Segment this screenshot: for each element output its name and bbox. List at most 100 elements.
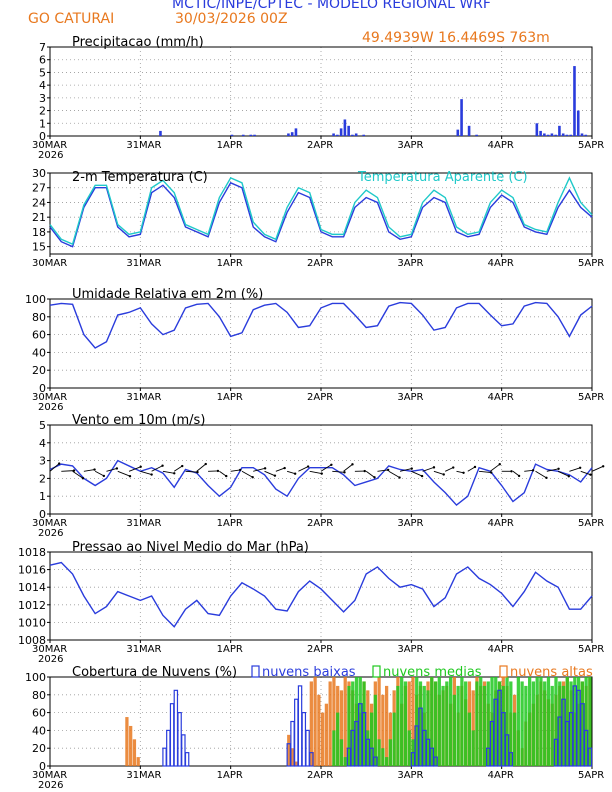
wind-arrow-head — [150, 473, 153, 476]
y-tick-label: 80 — [32, 311, 46, 324]
precip-bar — [294, 128, 298, 136]
cloud-bar-mid — [448, 677, 453, 766]
wind-arrow-head — [386, 468, 390, 472]
y-tick-label: 2 — [39, 472, 46, 485]
x-tick-label: 3APR — [397, 770, 423, 781]
y-tick-label: 7 — [39, 41, 46, 54]
y-tick-label: 20 — [32, 742, 46, 755]
wind-arrow-head — [238, 468, 242, 472]
x-tick-year: 2026 — [38, 528, 63, 539]
wind-arrow — [241, 470, 253, 478]
cloud-bar-low — [433, 756, 438, 767]
cloud-bar-mid — [524, 685, 528, 766]
x-tick-label: 30MAR — [32, 644, 67, 655]
wind-arrow-head — [343, 471, 346, 474]
wind-arrow-head — [330, 463, 333, 466]
precip-bar — [159, 130, 162, 136]
wind-arrow — [365, 470, 375, 478]
cloud-bar-low — [587, 747, 593, 767]
y-tick-label: 1008 — [18, 634, 46, 647]
y-tick-label: 18 — [32, 226, 46, 239]
x-tick-year: 2026 — [38, 402, 63, 413]
wind-arrow — [479, 470, 492, 474]
wind-arrow — [196, 463, 207, 472]
y-tick-label: 60 — [32, 329, 46, 342]
wind-arrow-head — [531, 469, 535, 472]
cloud-bar-mid — [362, 681, 366, 766]
cloud-bar-mid — [479, 677, 483, 766]
cloud-bar-mid — [501, 685, 505, 766]
cloud-bar-mid — [456, 685, 460, 766]
wind-arrow — [264, 470, 276, 477]
cloud-bar-mid — [407, 730, 411, 766]
cloud-bar-mid — [332, 730, 336, 766]
panel-clouds — [47, 665, 593, 769]
x-tick-year: 2026 — [38, 654, 63, 665]
wind-arrow-head — [473, 465, 477, 469]
x-tick-label: 5APR — [578, 140, 604, 151]
x-tick-label: 2APR — [307, 392, 333, 403]
x-tick-label: 31MAR — [126, 258, 161, 269]
wind-arrow — [320, 464, 332, 472]
legend-label-0: nuvens baixas — [262, 665, 356, 680]
wind-arrow — [106, 468, 118, 472]
x-tick-label: 30MAR — [32, 258, 67, 269]
x-tick-label: 5APR — [578, 258, 604, 269]
wind-arrow — [140, 470, 152, 475]
wind-arrow-head — [161, 464, 164, 467]
wind-arrow — [512, 470, 520, 477]
cloud-bar-mid — [482, 685, 487, 766]
cloud-bar-mid — [339, 739, 344, 766]
wind-arrow — [569, 467, 581, 472]
x-tick-label: 1APR — [217, 518, 243, 529]
panel-title-clouds: Cobertura de Nuvens (%) — [72, 665, 237, 680]
y-tick-label: 40 — [32, 724, 46, 737]
x-tick-label: 30MAR — [32, 392, 67, 403]
y-tick-label: 60 — [32, 707, 46, 720]
wind-arrow-head — [462, 471, 465, 474]
wind-arrow-head — [490, 471, 493, 474]
cloud-bar-low — [309, 752, 314, 767]
cloud-bar-mid — [392, 712, 396, 766]
cloud-bar-high — [343, 677, 347, 766]
series-line-blue — [49, 561, 593, 628]
cloud-bar-mid — [543, 681, 547, 766]
wind-arrow — [343, 463, 353, 472]
wind-arrow-head — [115, 467, 119, 470]
cloud-bar-low — [504, 734, 510, 767]
wind-arrow-head — [139, 465, 142, 469]
cloud-bar-mid — [445, 681, 449, 766]
wind-arrow — [557, 470, 569, 477]
y-tick-label: 20 — [32, 364, 46, 377]
x-tick-label: 5APR — [578, 392, 604, 403]
cloud-bar-low — [173, 689, 179, 767]
x-tick-label: 4APR — [488, 392, 514, 403]
y-tick-label: 1010 — [18, 616, 46, 629]
cloud-bar-mid — [396, 685, 400, 766]
wind-arrow-head — [442, 473, 445, 476]
x-tick-label: 4APR — [488, 140, 514, 151]
cloud-bar-high — [129, 725, 133, 766]
precip-bar — [569, 134, 573, 136]
wind-arrow — [377, 469, 389, 472]
cloud-bar-high — [332, 677, 336, 766]
cloud-bar-mid — [550, 685, 554, 766]
wind-arrow — [411, 470, 423, 477]
wind-arrow-head — [373, 476, 376, 479]
cloud-bar-mid — [561, 685, 566, 766]
cloud-bar-high — [313, 677, 317, 766]
cloud-bar-low — [177, 711, 182, 767]
wind-arrow-head — [320, 472, 323, 475]
wind-arrow-head — [589, 473, 592, 476]
wind-arrow — [230, 469, 241, 472]
wind-arrow — [524, 469, 534, 472]
wind-arrow — [309, 470, 322, 475]
precip-bar — [554, 134, 557, 136]
cloud-bar-mid — [554, 677, 558, 766]
cloud-bar-mid — [573, 677, 577, 766]
precip-bar — [249, 134, 253, 136]
precip-bar — [287, 133, 290, 136]
panel-title-rh: Umidade Relativa em 2m (%) — [72, 287, 263, 302]
cloud-bar-mid — [422, 685, 426, 766]
wind-arrow-head — [567, 475, 570, 478]
